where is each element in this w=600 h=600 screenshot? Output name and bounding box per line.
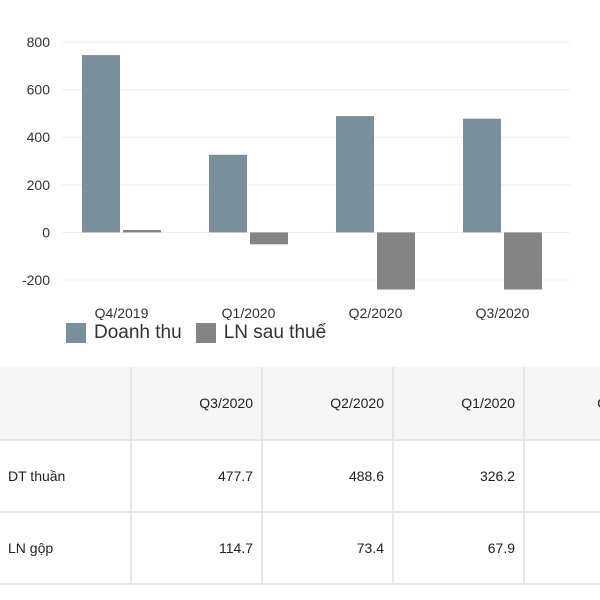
chart-area: 800 600 400 200 0 -200 Q4/2019 Q1/2020 Q2/2020 Q3… — [22, 34, 570, 344]
legend-item-ln-sau-thue[interactable]: LN sau thuế — [195, 322, 327, 344]
financial-table: Q3/2020 Q2/2020 Q1/2020 Q4/2019 DT thuần… — [0, 367, 600, 585]
column-header[interactable]: Q4/2019 — [524, 367, 600, 441]
x-tick-label: Q2/2020 — [349, 305, 403, 320]
table-cell: 488.6 — [262, 440, 394, 513]
chart-legend: Doanh thu LN sau thuế — [66, 322, 340, 344]
table-row: DT thuần 477.7 488.6 326.2 — [0, 440, 600, 513]
bar-doanh-thu — [82, 55, 120, 233]
bar-doanh-thu — [209, 154, 247, 233]
table-cell: 114.7 — [131, 512, 263, 585]
table-cell — [524, 440, 600, 513]
legend-label-doanh-thu: Doanh thu — [94, 322, 182, 343]
financial-table-wrapper[interactable]: Q3/2020 Q2/2020 Q1/2020 Q4/2019 DT thuần… — [0, 367, 600, 600]
row-label: LN gộp — [0, 512, 132, 585]
y-tick-label: 400 — [27, 129, 51, 145]
legend-swatch-ln-sau-thue — [195, 323, 216, 343]
table-cell: 326.2 — [393, 440, 525, 513]
y-tick-label: 0 — [42, 224, 50, 240]
y-tick-label: 800 — [27, 34, 51, 50]
bar-chart: 800 600 400 200 0 -200 Q4/2019 Q1/2020 Q2/2020 Q3… — [22, 34, 570, 320]
table-header-row: Q3/2020 Q2/2020 Q1/2020 Q4/2019 — [0, 367, 600, 441]
bar-ln-sau-thue — [377, 232, 415, 290]
legend-item-doanh-thu[interactable]: Doanh thu — [66, 322, 182, 344]
bar-doanh-thu — [463, 118, 501, 233]
table-row: LN gộp 114.7 73.4 67.9 — [0, 512, 600, 585]
column-header[interactable]: Q1/2020 — [393, 367, 525, 441]
column-header[interactable]: Q2/2020 — [262, 367, 394, 441]
bar-ln-sau-thue — [123, 230, 161, 233]
table-cell — [524, 512, 600, 585]
y-tick-label: -200 — [22, 272, 50, 288]
x-tick-label: Q1/2020 — [222, 305, 276, 320]
bar-ln-sau-thue — [250, 232, 288, 245]
column-header[interactable]: Q3/2020 — [131, 367, 263, 441]
table-corner-cell — [0, 367, 132, 441]
bar-ln-sau-thue — [504, 232, 542, 290]
legend-swatch-doanh-thu — [66, 323, 86, 343]
bar-doanh-thu — [336, 116, 374, 233]
y-tick-label: 600 — [27, 82, 51, 98]
table-cell: 67.9 — [393, 512, 525, 585]
table-cell: 477.7 — [131, 440, 263, 513]
table-cell: 73.4 — [262, 512, 394, 585]
legend-label-ln-sau-thue: LN sau thuế — [223, 322, 327, 343]
row-label: DT thuần — [0, 440, 132, 513]
y-tick-label: 200 — [27, 177, 51, 193]
x-tick-label: Q3/2020 — [476, 305, 530, 320]
x-tick-label: Q4/2019 — [95, 305, 149, 320]
